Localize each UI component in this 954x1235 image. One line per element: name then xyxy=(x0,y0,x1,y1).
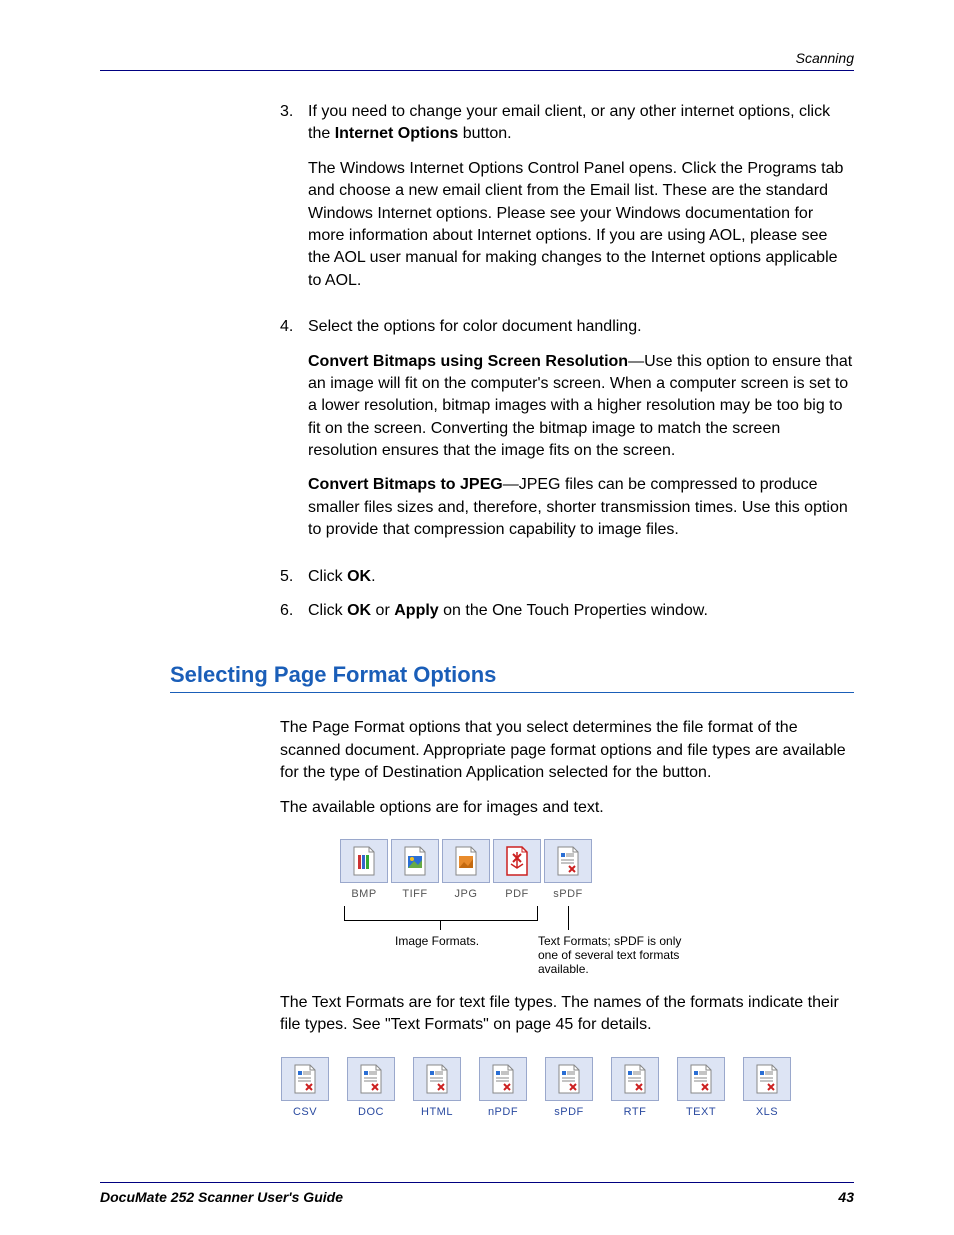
format-label: BMP xyxy=(340,888,388,900)
format-label: sPDF xyxy=(544,1106,594,1118)
step-5: 5. Click OK. xyxy=(280,566,854,588)
step-body: Click OK or Apply on the One Touch Prope… xyxy=(308,600,854,622)
caption-row: Image Formats. Text Formats; sPDF is onl… xyxy=(340,934,854,992)
format-label: DOC xyxy=(346,1106,396,1118)
content-area: 3. If you need to change your email clie… xyxy=(280,101,854,622)
paragraph: The Text Formats are for text file types… xyxy=(280,992,854,1037)
format-label: PDF xyxy=(493,888,541,900)
text-format-icon xyxy=(677,1057,725,1101)
step-3: 3. If you need to change your email clie… xyxy=(280,101,854,304)
paragraph: The available options are for images and… xyxy=(280,797,854,819)
page: Scanning 3. If you need to change your e… xyxy=(0,0,954,1235)
format-label: CSV xyxy=(280,1106,330,1118)
format-csv[interactable]: CSV xyxy=(280,1057,330,1118)
section-heading: Selecting Page Format Options xyxy=(170,662,854,693)
tiff-icon xyxy=(391,839,439,883)
page-header: Scanning xyxy=(100,50,854,71)
format-bmp[interactable]: BMP xyxy=(340,839,388,900)
format-text[interactable]: TEXT xyxy=(676,1057,726,1118)
caption-text-formats: Text Formats; sPDF is only one of severa… xyxy=(538,934,688,976)
format-spdf[interactable]: sPDF xyxy=(544,1057,594,1118)
format-tiff[interactable]: TIFF xyxy=(391,839,439,900)
format-pdf[interactable]: PDF xyxy=(493,839,541,900)
text-format-icon xyxy=(479,1057,527,1101)
pdf-icon xyxy=(493,839,541,883)
format-label: nPDF xyxy=(478,1106,528,1118)
bmp-icon xyxy=(340,839,388,883)
format-label: JPG xyxy=(442,888,490,900)
step-number: 5. xyxy=(280,566,308,588)
spdf-icon xyxy=(544,839,592,883)
section-body: The Page Format options that you select … xyxy=(280,717,854,1117)
step-6: 6. Click OK or Apply on the One Touch Pr… xyxy=(280,600,854,622)
format-doc[interactable]: DOC xyxy=(346,1057,396,1118)
image-formats-toolbar: BMP TIFF xyxy=(340,839,854,900)
text-format-icon xyxy=(545,1057,593,1101)
page-footer: DocuMate 252 Scanner User's Guide 43 xyxy=(100,1182,854,1205)
caption-image-formats: Image Formats. xyxy=(395,934,505,948)
format-label: HTML xyxy=(412,1106,462,1118)
step-4: 4. Select the options for color document… xyxy=(280,316,854,554)
format-label: sPDF xyxy=(544,888,592,900)
format-rtf[interactable]: RTF xyxy=(610,1057,660,1118)
format-label: TIFF xyxy=(391,888,439,900)
step-number: 6. xyxy=(280,600,308,622)
format-html[interactable]: HTML xyxy=(412,1057,462,1118)
footer-page: 43 xyxy=(838,1189,854,1205)
format-xls[interactable]: XLS xyxy=(742,1057,792,1118)
paragraph: The Page Format options that you select … xyxy=(280,717,854,784)
jpg-icon xyxy=(442,839,490,883)
format-label: RTF xyxy=(610,1106,660,1118)
step-number: 4. xyxy=(280,316,308,554)
step-body: Select the options for color document ha… xyxy=(308,316,854,554)
step-number: 3. xyxy=(280,101,308,304)
footer-title: DocuMate 252 Scanner User's Guide xyxy=(100,1189,343,1205)
format-jpg[interactable]: JPG xyxy=(442,839,490,900)
format-spdf[interactable]: sPDF xyxy=(544,839,592,900)
format-label: TEXT xyxy=(676,1106,726,1118)
text-formats-toolbar: CSV DOC xyxy=(280,1057,854,1118)
format-label: XLS xyxy=(742,1106,792,1118)
step-body: Click OK. xyxy=(308,566,854,588)
text-format-icon xyxy=(413,1057,461,1101)
text-format-icon xyxy=(281,1057,329,1101)
step-body: If you need to change your email client,… xyxy=(308,101,854,304)
format-npdf[interactable]: nPDF xyxy=(478,1057,528,1118)
header-section: Scanning xyxy=(796,50,854,66)
text-format-icon xyxy=(611,1057,659,1101)
text-format-icon xyxy=(347,1057,395,1101)
bracket-diagram xyxy=(340,906,600,934)
text-format-icon xyxy=(743,1057,791,1101)
